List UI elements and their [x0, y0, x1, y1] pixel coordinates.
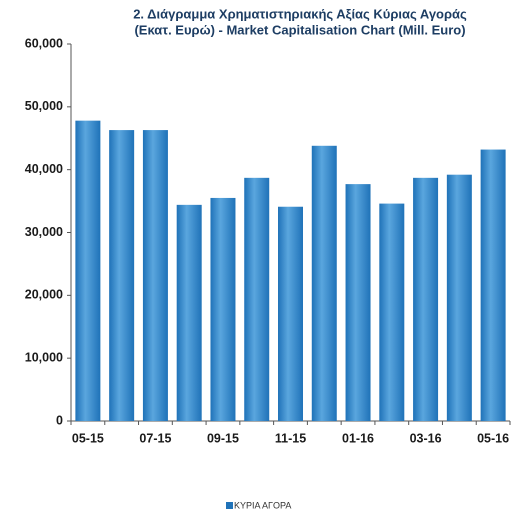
- y-tick-label: 40,000: [25, 162, 63, 176]
- bar: [345, 184, 371, 421]
- x-tick-label: 01-16: [342, 431, 374, 445]
- bar: [244, 177, 270, 421]
- bar: [446, 174, 472, 421]
- x-tick-label: 05-16: [477, 431, 509, 445]
- x-tick-label: 09-15: [207, 431, 239, 445]
- y-tick-label: 20,000: [25, 288, 63, 302]
- chart-title: 2. Διάγραμμα Χρηματιστηριακής Αξίας Κύρι…: [133, 6, 467, 21]
- x-tick-label: 07-15: [139, 431, 171, 445]
- y-tick-label: 50,000: [25, 99, 63, 113]
- chart-title: (Εκατ. Ευρώ) - Market Capitalisation Cha…: [134, 22, 465, 37]
- y-tick-label: 0: [56, 413, 63, 427]
- x-tick-label: 11-15: [275, 431, 306, 445]
- bar: [210, 197, 236, 421]
- y-tick-label: 10,000: [25, 350, 63, 364]
- bar: [413, 177, 439, 421]
- x-tick-label: 03-16: [410, 431, 442, 445]
- legend-swatch: [226, 502, 233, 509]
- y-tick-label: 60,000: [25, 36, 63, 50]
- bar: [142, 130, 168, 421]
- bar: [109, 130, 135, 421]
- bar: [278, 206, 303, 421]
- bar: [311, 145, 337, 422]
- bar: [379, 203, 405, 421]
- bar: [75, 120, 101, 421]
- y-tick-label: 30,000: [25, 225, 63, 239]
- bar: [176, 204, 202, 421]
- x-tick-label: 05-15: [72, 431, 104, 445]
- bar: [480, 149, 506, 421]
- legend-label: ΚΥΡΙΑ ΑΓΟΡΑ: [234, 500, 291, 510]
